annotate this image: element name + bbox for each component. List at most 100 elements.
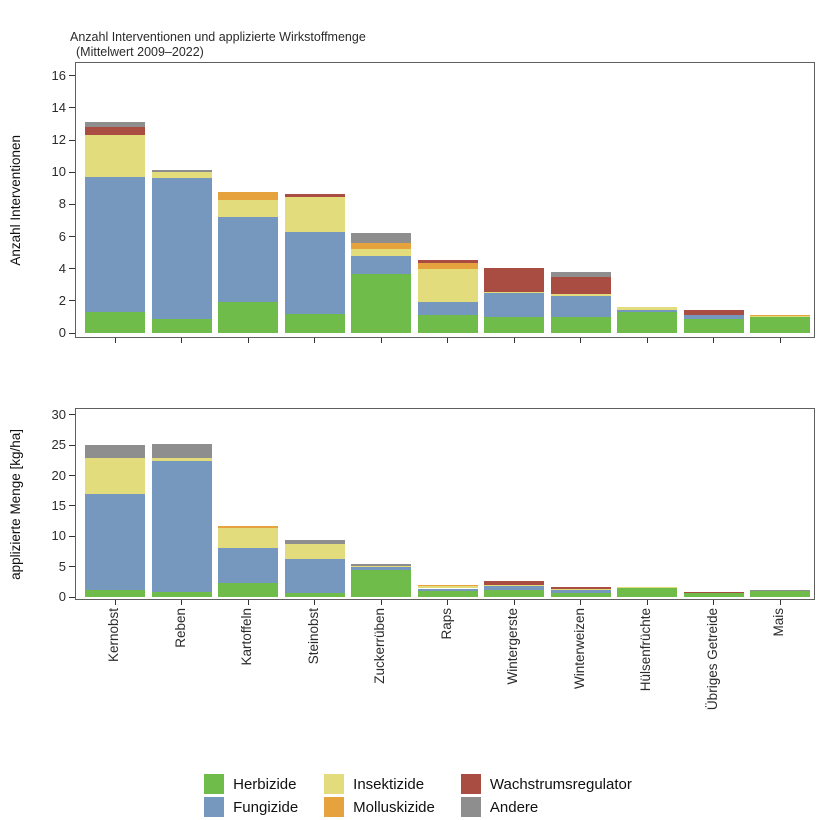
x-category-label: Zuckerrüben (372, 608, 387, 684)
bar-segment (484, 589, 544, 597)
bar-segment (151, 318, 212, 333)
bar-segment (284, 592, 345, 597)
x-tick-mark (447, 338, 448, 343)
bar-segment (151, 443, 212, 459)
x-category-label: Wintergerste (505, 608, 520, 685)
bar-segment (85, 127, 145, 136)
y-axis-label-strip-amount: applizierte Menge [kg/ha] (4, 408, 26, 600)
bar-segment (85, 589, 145, 597)
bar-segment (417, 590, 478, 597)
y-tick-label: 10 (51, 164, 66, 180)
bar-segment (85, 493, 145, 590)
x-tick-mark (247, 600, 249, 605)
bar-segment (550, 593, 611, 597)
bar-segment (683, 315, 744, 319)
y-tick-label: 6 (58, 228, 66, 244)
legend-label: Insektizide (353, 775, 425, 793)
x-tick-mark (447, 600, 448, 605)
bar-segment (550, 293, 611, 296)
y-tick-label: 5 (58, 558, 66, 574)
bar-segment (550, 271, 611, 277)
y-tick-label: 0 (58, 325, 66, 340)
y-tick-mark (69, 505, 75, 507)
legend-item: Andere (460, 797, 632, 817)
legend-label: Molluskizide (353, 798, 435, 816)
x-tick-mark (779, 338, 781, 343)
legend-item: Insektizide (324, 774, 435, 794)
bar-segment (151, 169, 212, 173)
legend-swatch (204, 797, 225, 817)
y-tick-mark (69, 107, 75, 109)
bar-segment (284, 558, 345, 593)
y-tick-mark (69, 475, 75, 477)
bar-segment (617, 307, 677, 311)
bar-segment (351, 255, 411, 274)
bar-segment (151, 458, 212, 462)
x-category-label: Raps (438, 608, 454, 640)
y-tick-label: 0 (58, 589, 66, 604)
x-tick-mark (380, 600, 382, 605)
y-tick-mark (69, 268, 75, 270)
y-tick-label: 12 (51, 132, 66, 148)
bar-segment (85, 177, 145, 313)
y-axis-label-amount: applizierte Menge [kg/ha] (7, 428, 23, 580)
legend-swatch (324, 774, 345, 794)
bar-segment (284, 313, 345, 333)
bar-segment (550, 296, 611, 317)
y-tick-label: 25 (51, 437, 66, 453)
bar-segment (750, 590, 810, 597)
bar-segment (617, 587, 677, 597)
x-category-label: Mais (771, 608, 786, 637)
bar-segment (750, 314, 810, 316)
x-tick-mark (513, 600, 515, 605)
y-tick-label: 15 (51, 497, 66, 513)
bar-segment (351, 563, 411, 567)
bar-segment (351, 273, 411, 333)
x-category-label: Übriges Getreide (704, 608, 720, 711)
bar-segment (484, 316, 544, 333)
y-tick-mark (69, 332, 75, 334)
y-tick-mark (69, 75, 75, 77)
bar-segment (284, 193, 345, 198)
bar-segment (683, 592, 744, 597)
bar-segment (484, 292, 544, 317)
y-tick-label: 8 (58, 196, 66, 212)
legend-swatch (204, 774, 225, 794)
legend-swatch (324, 797, 345, 817)
x-tick-mark (580, 600, 581, 605)
bar-segment (683, 591, 744, 593)
title-line1: Anzahl Interventionen und applizierte Wi… (70, 30, 366, 44)
bar-segment (617, 310, 677, 313)
bar-segment (85, 135, 145, 177)
x-tick-mark (314, 338, 315, 343)
bar-segment (550, 586, 611, 590)
legend-item: Herbizide (204, 774, 298, 794)
y-tick-label: 2 (58, 292, 66, 308)
bar-segment (218, 192, 278, 200)
y-tick-mark (69, 300, 75, 302)
bar-segment (550, 589, 611, 594)
x-tick-mark (646, 600, 648, 605)
x-tick-mark (713, 600, 714, 605)
y-tick-label: 4 (58, 260, 66, 276)
bar-segment (85, 445, 145, 459)
y-tick-mark (69, 171, 75, 173)
legend-label: Andere (489, 798, 539, 816)
y-tick-mark (69, 414, 75, 416)
bar-segment (550, 276, 611, 294)
y-tick-mark (69, 139, 75, 141)
x-category-label: Steinobst (305, 608, 321, 665)
bar-segment (683, 310, 744, 316)
x-tick-mark (380, 338, 382, 343)
x-category-label: Reben (172, 608, 188, 648)
bar-segment (750, 315, 810, 317)
y-tick-mark (69, 203, 75, 205)
legend-label: Herbizide (233, 775, 297, 793)
bar-segment (151, 172, 212, 178)
y-tick-label: 16 (51, 67, 66, 83)
y-tick-mark (69, 535, 75, 537)
x-category-label: Hülsenfrüchte (638, 608, 653, 692)
bar-segment (284, 539, 345, 545)
bar-segment (417, 586, 478, 589)
bar-segment (417, 315, 478, 333)
